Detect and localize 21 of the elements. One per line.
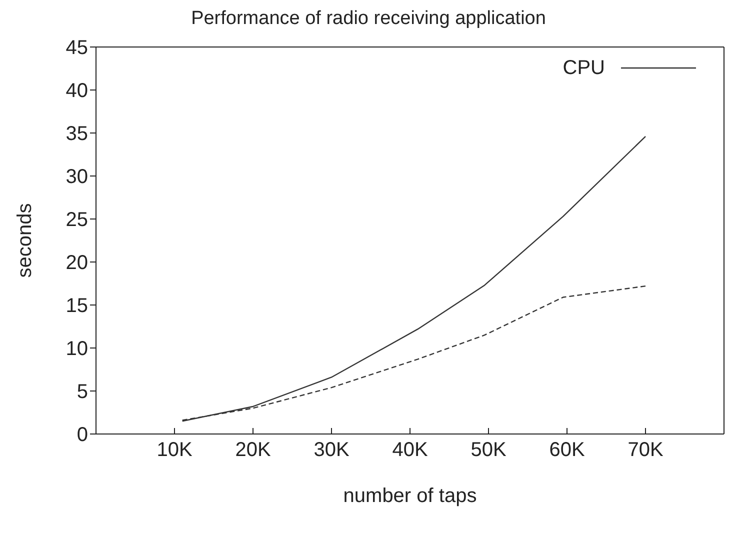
y-tick-label: 40 — [66, 80, 88, 102]
legend-label: CPU — [562, 56, 605, 80]
x-tick-label: 20K — [235, 439, 272, 462]
y-tick-label: 35 — [66, 123, 88, 146]
y-axis-title: seconds — [14, 203, 36, 278]
y-tick-label: 25 — [66, 209, 88, 232]
y-tick-label: 5 — [76, 381, 88, 404]
y-tick-label: 15 — [66, 295, 88, 318]
x-tick-label: 10K — [156, 439, 193, 462]
x-tick-label: 70K — [628, 439, 664, 462]
x-tick-label: 60K — [549, 439, 586, 462]
y-tick-label: 20 — [66, 252, 88, 274]
chart-title: Performance of radio receiving application — [190, 8, 547, 30]
y-tick-label: 30 — [66, 166, 88, 188]
x-tick-label: 50K — [470, 439, 507, 462]
x-tick-label: 30K — [314, 439, 350, 462]
y-tick-label: 0 — [76, 424, 88, 446]
x-tick-label: 40K — [392, 439, 428, 462]
x-axis-title: number of taps — [343, 485, 477, 507]
y-tick-label: 10 — [66, 338, 88, 360]
y-tick-label: 45 — [66, 37, 88, 60]
